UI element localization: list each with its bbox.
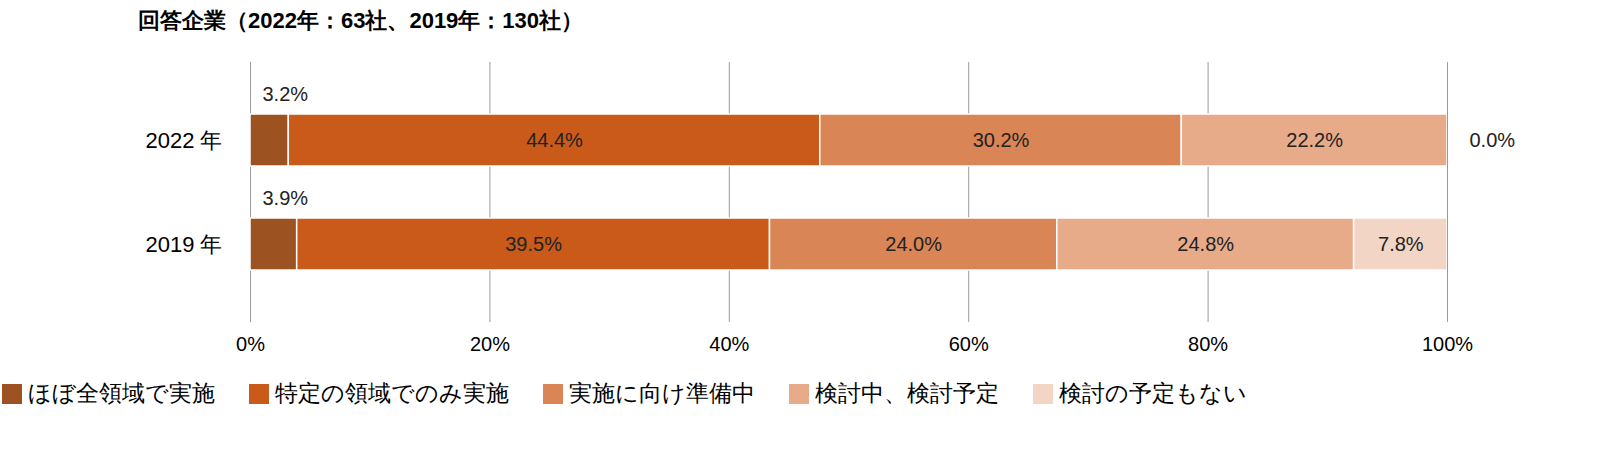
html-text:実施に向け準備中: 実施に向け準備中 bbox=[569, 380, 755, 406]
svg-text:0.0%: 0.0% bbox=[1470, 129, 1516, 151]
svg-text:30.2%: 30.2% bbox=[973, 129, 1030, 151]
html-text:回答企業（2022年：63社、2019年：130社）: 回答企業（2022年：63社、2019年：130社） bbox=[138, 8, 584, 33]
svg-text:100%: 100% bbox=[1422, 333, 1473, 355]
svg-text:0%: 0% bbox=[236, 333, 265, 355]
html-text:特定の領域でのみ実施: 特定の領域でのみ実施 bbox=[275, 380, 509, 406]
html-text:検討中、検討予定: 検討中、検討予定 bbox=[815, 380, 999, 406]
svg-text:40%: 40% bbox=[709, 333, 749, 355]
svg-text:3.9%: 3.9% bbox=[263, 187, 309, 209]
svg-text:44.4%: 44.4% bbox=[526, 129, 583, 151]
svg-text:22.2%: 22.2% bbox=[1286, 129, 1343, 151]
html-text:検討の予定もない: 検討の予定もない bbox=[1059, 380, 1247, 406]
svg-text:7.8%: 7.8% bbox=[1378, 233, 1424, 255]
html-text:ほぼ全領域で実施: ほぼ全領域で実施 bbox=[28, 380, 215, 406]
svg-text:20%: 20% bbox=[470, 333, 510, 355]
svg-text:2022 年: 2022 年 bbox=[145, 128, 222, 153]
svg-text:24.0%: 24.0% bbox=[885, 233, 942, 255]
svg-text:80%: 80% bbox=[1188, 333, 1228, 355]
svg-text:24.8%: 24.8% bbox=[1177, 233, 1234, 255]
svg-text:3.2%: 3.2% bbox=[263, 83, 309, 105]
svg-text:2019 年: 2019 年 bbox=[145, 232, 222, 257]
svg-text:39.5%: 39.5% bbox=[505, 233, 562, 255]
svg-text:60%: 60% bbox=[949, 333, 989, 355]
